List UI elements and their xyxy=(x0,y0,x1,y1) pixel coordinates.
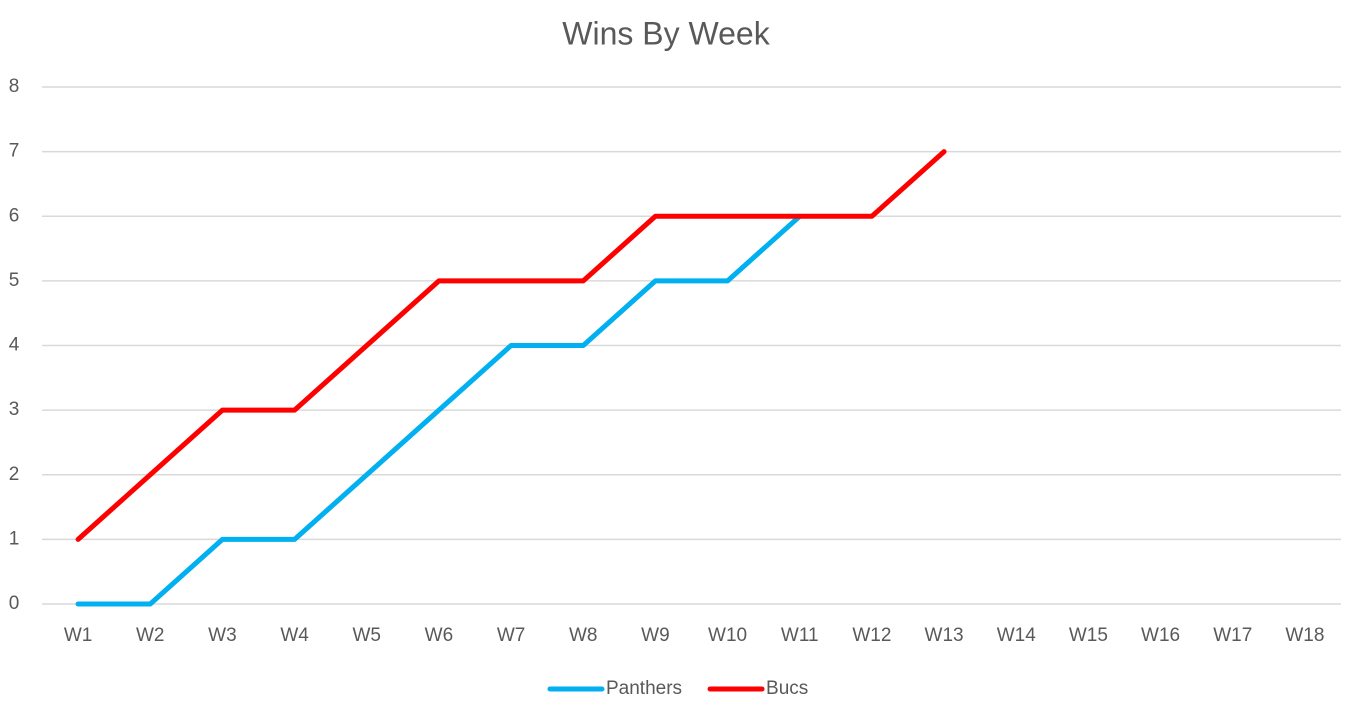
series-line xyxy=(75,149,947,542)
y-tick-label: 5 xyxy=(9,270,20,291)
y-tick-label: 4 xyxy=(9,335,20,356)
y-tick-label: 1 xyxy=(9,528,20,549)
x-tick-label: W17 xyxy=(1213,625,1252,646)
x-tick-label: W9 xyxy=(641,625,670,646)
y-tick-label: 2 xyxy=(9,464,20,485)
x-tick-label: W11 xyxy=(781,625,819,646)
y-tick-label: 7 xyxy=(9,141,20,162)
x-tick-label: W14 xyxy=(997,625,1037,646)
chart-title: Wins By Week xyxy=(562,15,770,51)
legend-label: Bucs xyxy=(766,678,808,699)
x-tick-label: W16 xyxy=(1141,625,1180,646)
y-tick-label: 3 xyxy=(9,399,20,420)
x-tick-label: W6 xyxy=(425,625,454,646)
x-tick-label: W3 xyxy=(208,625,237,646)
y-tick-label: 8 xyxy=(9,76,20,97)
x-tick-label: W18 xyxy=(1285,625,1324,646)
x-tick-label: W10 xyxy=(708,625,747,646)
x-tick-label: W5 xyxy=(353,625,382,646)
x-tick-label: W2 xyxy=(136,625,165,646)
x-tick-label: W8 xyxy=(569,625,598,646)
x-tick-label: W4 xyxy=(280,625,309,646)
series-line xyxy=(75,213,803,607)
legend-label: Panthers xyxy=(606,678,682,699)
x-tick-label: W7 xyxy=(497,625,526,646)
x-tick-label: W15 xyxy=(1069,625,1108,646)
y-tick-label: 0 xyxy=(9,593,20,614)
y-tick-label: 6 xyxy=(9,205,20,226)
x-tick-label: W13 xyxy=(925,625,964,646)
x-tick-label: W12 xyxy=(852,625,891,646)
x-tick-label: W1 xyxy=(64,625,93,646)
